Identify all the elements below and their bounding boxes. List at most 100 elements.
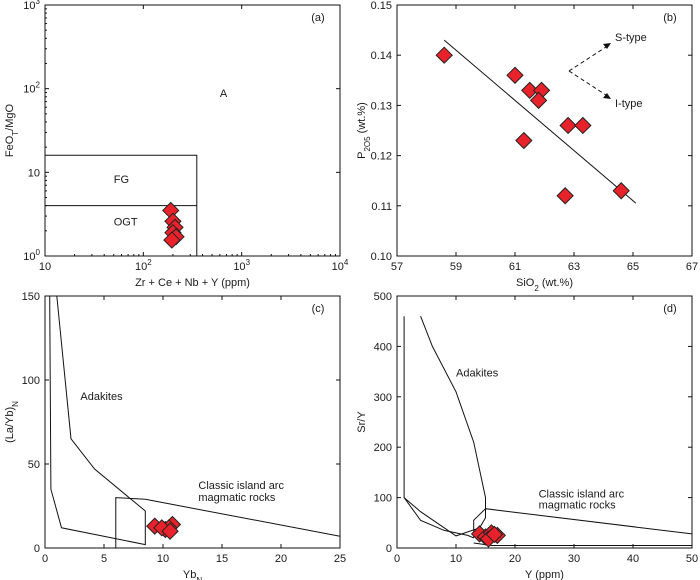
x-tick-label: 104	[332, 258, 349, 273]
plot-frame	[44, 4, 341, 257]
y-axis-label: Sr/Y	[356, 411, 368, 433]
y-axis-label: P2O5 (wt.%)	[356, 102, 372, 159]
y-axis-label: FeOT/MgO	[4, 103, 20, 157]
data-point	[559, 116, 577, 135]
region-label: Classic island arc	[198, 480, 284, 492]
x-tick-label: 59	[450, 261, 462, 273]
y-tick-label: 400	[374, 341, 392, 353]
y-tick-label: 10	[28, 167, 40, 179]
y-tick-label: 200	[374, 442, 392, 454]
x-tick-label: 5	[101, 553, 107, 565]
arrow-s-type	[568, 44, 610, 72]
y-tick-label: 0.10	[371, 251, 392, 263]
x-tick-label: 50	[686, 553, 698, 565]
y-tick-label: 50	[28, 459, 40, 471]
plot-area	[49, 296, 340, 548]
data-point	[556, 187, 574, 205]
x-axis-label: Zr + Ce + Nb + Y (ppm)	[135, 277, 250, 289]
x-tick-label: 61	[509, 261, 521, 273]
y-tick-label: 0	[386, 543, 392, 555]
y-axis-label: (La/Yb)N	[4, 401, 20, 443]
plot-frame	[44, 295, 341, 549]
arrow-i-type	[568, 70, 610, 98]
x-tick-label: 67	[686, 261, 698, 273]
x-tick-label: 57	[391, 261, 403, 273]
data-point	[521, 81, 539, 100]
region-label: FG	[114, 174, 129, 186]
x-tick-label: 20	[509, 553, 521, 565]
region-label: Classic island arc	[539, 489, 625, 501]
y-tick-label: 150	[22, 291, 40, 303]
arrow-label: I-type	[615, 98, 643, 110]
y-tick-label: 300	[374, 392, 392, 404]
data-point	[506, 66, 524, 84]
data-point	[485, 525, 504, 544]
panel-tag: (b)	[663, 12, 676, 24]
y-tick-label: 0.14	[371, 50, 392, 62]
x-tick-label: 63	[568, 261, 580, 273]
field-boundary	[45, 154, 198, 256]
plot-frame	[396, 4, 693, 257]
region-label: magmatic rocks	[198, 492, 276, 504]
data-point	[612, 182, 630, 200]
x-tick-label: 20	[275, 553, 287, 565]
x-tick-label: 103	[233, 258, 250, 273]
panel-tag: (d)	[663, 303, 676, 315]
plot-area	[403, 316, 692, 546]
field-boundary	[145, 498, 340, 537]
y-tick-label: 0.13	[371, 100, 392, 112]
data-point	[163, 231, 181, 249]
panel-tag: (a)	[311, 12, 324, 24]
arrowhead-i-type	[603, 93, 611, 99]
panel-c: 0 5 10 15 20 25 0 50 100 150 YbN (La/Yb)N (c) Adakite…	[4, 291, 346, 580]
region-label: magmatic rocks	[539, 500, 617, 512]
y-tick-label: 0.15	[371, 0, 392, 12]
y-tick-label: 100	[22, 375, 40, 387]
field-boundary	[473, 508, 692, 546]
arrowhead-s-type	[603, 43, 611, 49]
trend-line	[443, 39, 637, 204]
field-boundary	[403, 497, 474, 539]
data-point	[435, 46, 453, 64]
field-boundary	[115, 497, 146, 548]
y-tick-label: 103	[23, 0, 40, 12]
region-label: Adakites	[80, 391, 123, 403]
x-tick-label: 15	[216, 553, 228, 565]
x-tick-label: 0	[42, 553, 48, 565]
y-tick-label: 0.12	[371, 151, 392, 163]
y-tick-label: 100	[374, 493, 392, 505]
x-tick-label: 10	[450, 553, 462, 565]
x-tick-label: 40	[627, 553, 639, 565]
data-point	[574, 116, 592, 135]
x-axis-label: YbN	[183, 569, 202, 580]
field-boundary	[403, 316, 486, 537]
region-label: Adakites	[456, 368, 499, 380]
y-tick-label: 0.11	[371, 201, 392, 213]
field-boundary	[49, 296, 146, 546]
x-tick-label: 25	[334, 553, 346, 565]
region-label: A	[220, 88, 228, 100]
plot-frame	[396, 295, 693, 549]
data-point	[515, 131, 533, 150]
x-tick-label: 10	[39, 261, 51, 273]
x-tick-label: 102	[135, 258, 152, 273]
x-tick-label: 0	[394, 553, 400, 565]
plot-area	[443, 39, 637, 204]
panel-tag: (c)	[312, 303, 325, 315]
region-label: OGT	[114, 217, 138, 229]
y-tick-label: 500	[374, 291, 392, 303]
panel-b: 57 59 61 63 65 67 0.10 0.11 0.12 0.13 0.14 0.15 SiO2…	[356, 0, 698, 293]
arrow-label: S-type	[615, 32, 647, 44]
x-tick-label: 65	[627, 261, 639, 273]
data-point	[529, 91, 548, 110]
x-tick-label: 30	[568, 553, 580, 565]
x-tick-label: 10	[157, 553, 169, 565]
data-point	[161, 522, 179, 540]
x-axis-label: Y (ppm)	[525, 569, 564, 580]
y-tick-label: 0	[34, 543, 40, 555]
y-tick-label: 102	[23, 81, 40, 96]
x-axis-label: SiO2 (wt.%)	[516, 277, 573, 293]
